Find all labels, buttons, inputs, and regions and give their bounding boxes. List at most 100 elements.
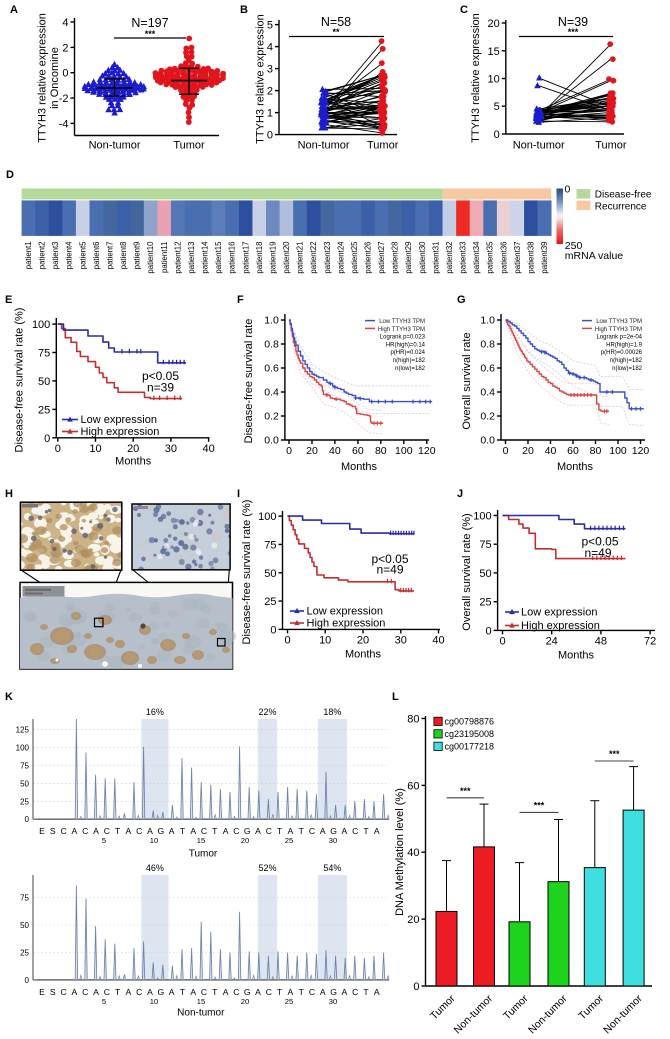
svg-text:15: 15	[488, 46, 500, 58]
svg-text:25: 25	[285, 836, 293, 845]
svg-text:Low expression: Low expression	[307, 606, 383, 618]
svg-text:A: A	[255, 987, 261, 997]
svg-text:0: 0	[286, 445, 292, 457]
svg-text:***: ***	[609, 749, 620, 759]
svg-text:G: G	[330, 987, 337, 997]
svg-text:30: 30	[395, 634, 407, 646]
svg-text:DNA Methylation level (%): DNA Methylation level (%)	[394, 788, 406, 916]
svg-text:T: T	[363, 987, 369, 997]
svg-text:A: A	[223, 826, 229, 836]
svg-text:S: S	[50, 987, 56, 997]
svg-text:mRNA value: mRNA value	[565, 250, 624, 262]
svg-text:n(low)=182: n(low)=182	[612, 366, 643, 372]
svg-text:patient3: patient3	[51, 242, 60, 270]
svg-text:5: 5	[102, 836, 106, 845]
svg-text:125: 125	[16, 726, 30, 735]
svg-text:HR(high)=1.9: HR(high)=1.9	[606, 342, 643, 348]
svg-text:50: 50	[20, 779, 29, 788]
svg-text:High TTYH3 TPM: High TTYH3 TPM	[378, 327, 425, 333]
svg-text:H: H	[5, 488, 13, 500]
svg-text:G: G	[157, 826, 164, 836]
svg-text:48: 48	[595, 635, 607, 647]
svg-text:0.8: 0.8	[480, 339, 495, 351]
svg-text:80: 80	[407, 714, 419, 726]
svg-text:n=49: n=49	[376, 563, 403, 577]
svg-text:Months: Months	[115, 456, 152, 468]
svg-text:0: 0	[267, 130, 273, 142]
svg-text:G: G	[457, 294, 466, 306]
svg-text:40: 40	[432, 634, 444, 646]
svg-text:G: G	[244, 826, 251, 836]
svg-text:46%: 46%	[146, 863, 164, 873]
svg-text:patient29: patient29	[404, 242, 413, 274]
svg-text:0.4: 0.4	[480, 387, 495, 399]
svg-text:40: 40	[329, 445, 341, 457]
svg-text:T: T	[363, 826, 369, 836]
svg-text:100: 100	[16, 744, 30, 753]
svg-text:0: 0	[284, 634, 290, 646]
svg-text:20: 20	[127, 443, 139, 455]
svg-text:TTYH3 relative expression: TTYH3 relative expression	[470, 13, 482, 143]
svg-text:100: 100	[258, 511, 276, 523]
svg-text:0: 0	[494, 129, 500, 141]
svg-text:A: A	[169, 826, 175, 836]
svg-text:A: A	[147, 987, 153, 997]
svg-text:patient10: patient10	[146, 241, 155, 274]
svg-text:C: C	[82, 987, 88, 997]
svg-text:A: A	[93, 987, 99, 997]
svg-text:0.6: 0.6	[480, 363, 495, 375]
svg-text:A: A	[72, 987, 78, 997]
svg-text:E: E	[39, 987, 45, 997]
svg-text:C: C	[136, 987, 142, 997]
svg-text:30: 30	[329, 997, 337, 1006]
svg-text:HR(high)=0.14: HR(high)=0.14	[386, 342, 426, 348]
svg-text:C: C	[233, 826, 239, 836]
svg-text:10: 10	[319, 634, 331, 646]
svg-text:A: A	[255, 826, 261, 836]
svg-text:A: A	[288, 987, 294, 997]
svg-text:C: C	[266, 826, 272, 836]
svg-text:Non-tumor: Non-tumor	[513, 140, 565, 152]
svg-text:A: A	[126, 826, 132, 836]
svg-text:Low TTYH3 TPM: Low TTYH3 TPM	[379, 319, 425, 325]
svg-text:A: A	[72, 826, 78, 836]
svg-text:patient18: patient18	[255, 242, 264, 274]
svg-text:100: 100	[609, 445, 627, 457]
svg-text:patient20: patient20	[282, 241, 291, 274]
svg-text:patient16: patient16	[228, 242, 237, 274]
svg-text:patient26: patient26	[364, 242, 373, 274]
svg-text:2: 2	[62, 42, 68, 54]
svg-text:TTYH3 relative expression: TTYH3 relative expression	[37, 13, 49, 143]
svg-text:Overall survival rate: Overall survival rate	[461, 332, 473, 429]
svg-text:n(high)=182: n(high)=182	[610, 358, 643, 364]
svg-text:patient24: patient24	[336, 241, 345, 274]
svg-text:4: 4	[267, 42, 273, 54]
svg-text:B: B	[240, 4, 248, 16]
svg-text:A: A	[190, 987, 196, 997]
svg-text:T: T	[277, 987, 283, 997]
svg-text:T: T	[277, 826, 283, 836]
svg-text:C: C	[460, 4, 468, 16]
svg-text:Non-tumor: Non-tumor	[298, 140, 350, 152]
svg-text:n=39: n=39	[147, 381, 174, 395]
svg-text:25: 25	[285, 997, 293, 1006]
svg-text:20: 20	[241, 997, 249, 1006]
svg-text:20: 20	[357, 634, 369, 646]
svg-text:75: 75	[20, 762, 29, 771]
svg-text:1.0: 1.0	[264, 315, 279, 327]
svg-text:100: 100	[473, 511, 491, 523]
svg-text:Months: Months	[341, 461, 378, 473]
svg-text:52%: 52%	[258, 863, 276, 873]
svg-text:patient22: patient22	[309, 242, 318, 274]
svg-text:patient9: patient9	[133, 242, 142, 270]
svg-text:T: T	[180, 826, 186, 836]
svg-text:50: 50	[38, 376, 50, 388]
svg-text:S: S	[50, 826, 56, 836]
svg-text:E: E	[5, 294, 12, 306]
svg-text:J: J	[457, 488, 463, 500]
svg-text:Months: Months	[557, 461, 594, 473]
svg-text:A: A	[169, 987, 175, 997]
svg-text:***: ***	[534, 800, 545, 810]
svg-text:0.6: 0.6	[264, 363, 279, 375]
svg-text:patient13: patient13	[187, 242, 196, 274]
